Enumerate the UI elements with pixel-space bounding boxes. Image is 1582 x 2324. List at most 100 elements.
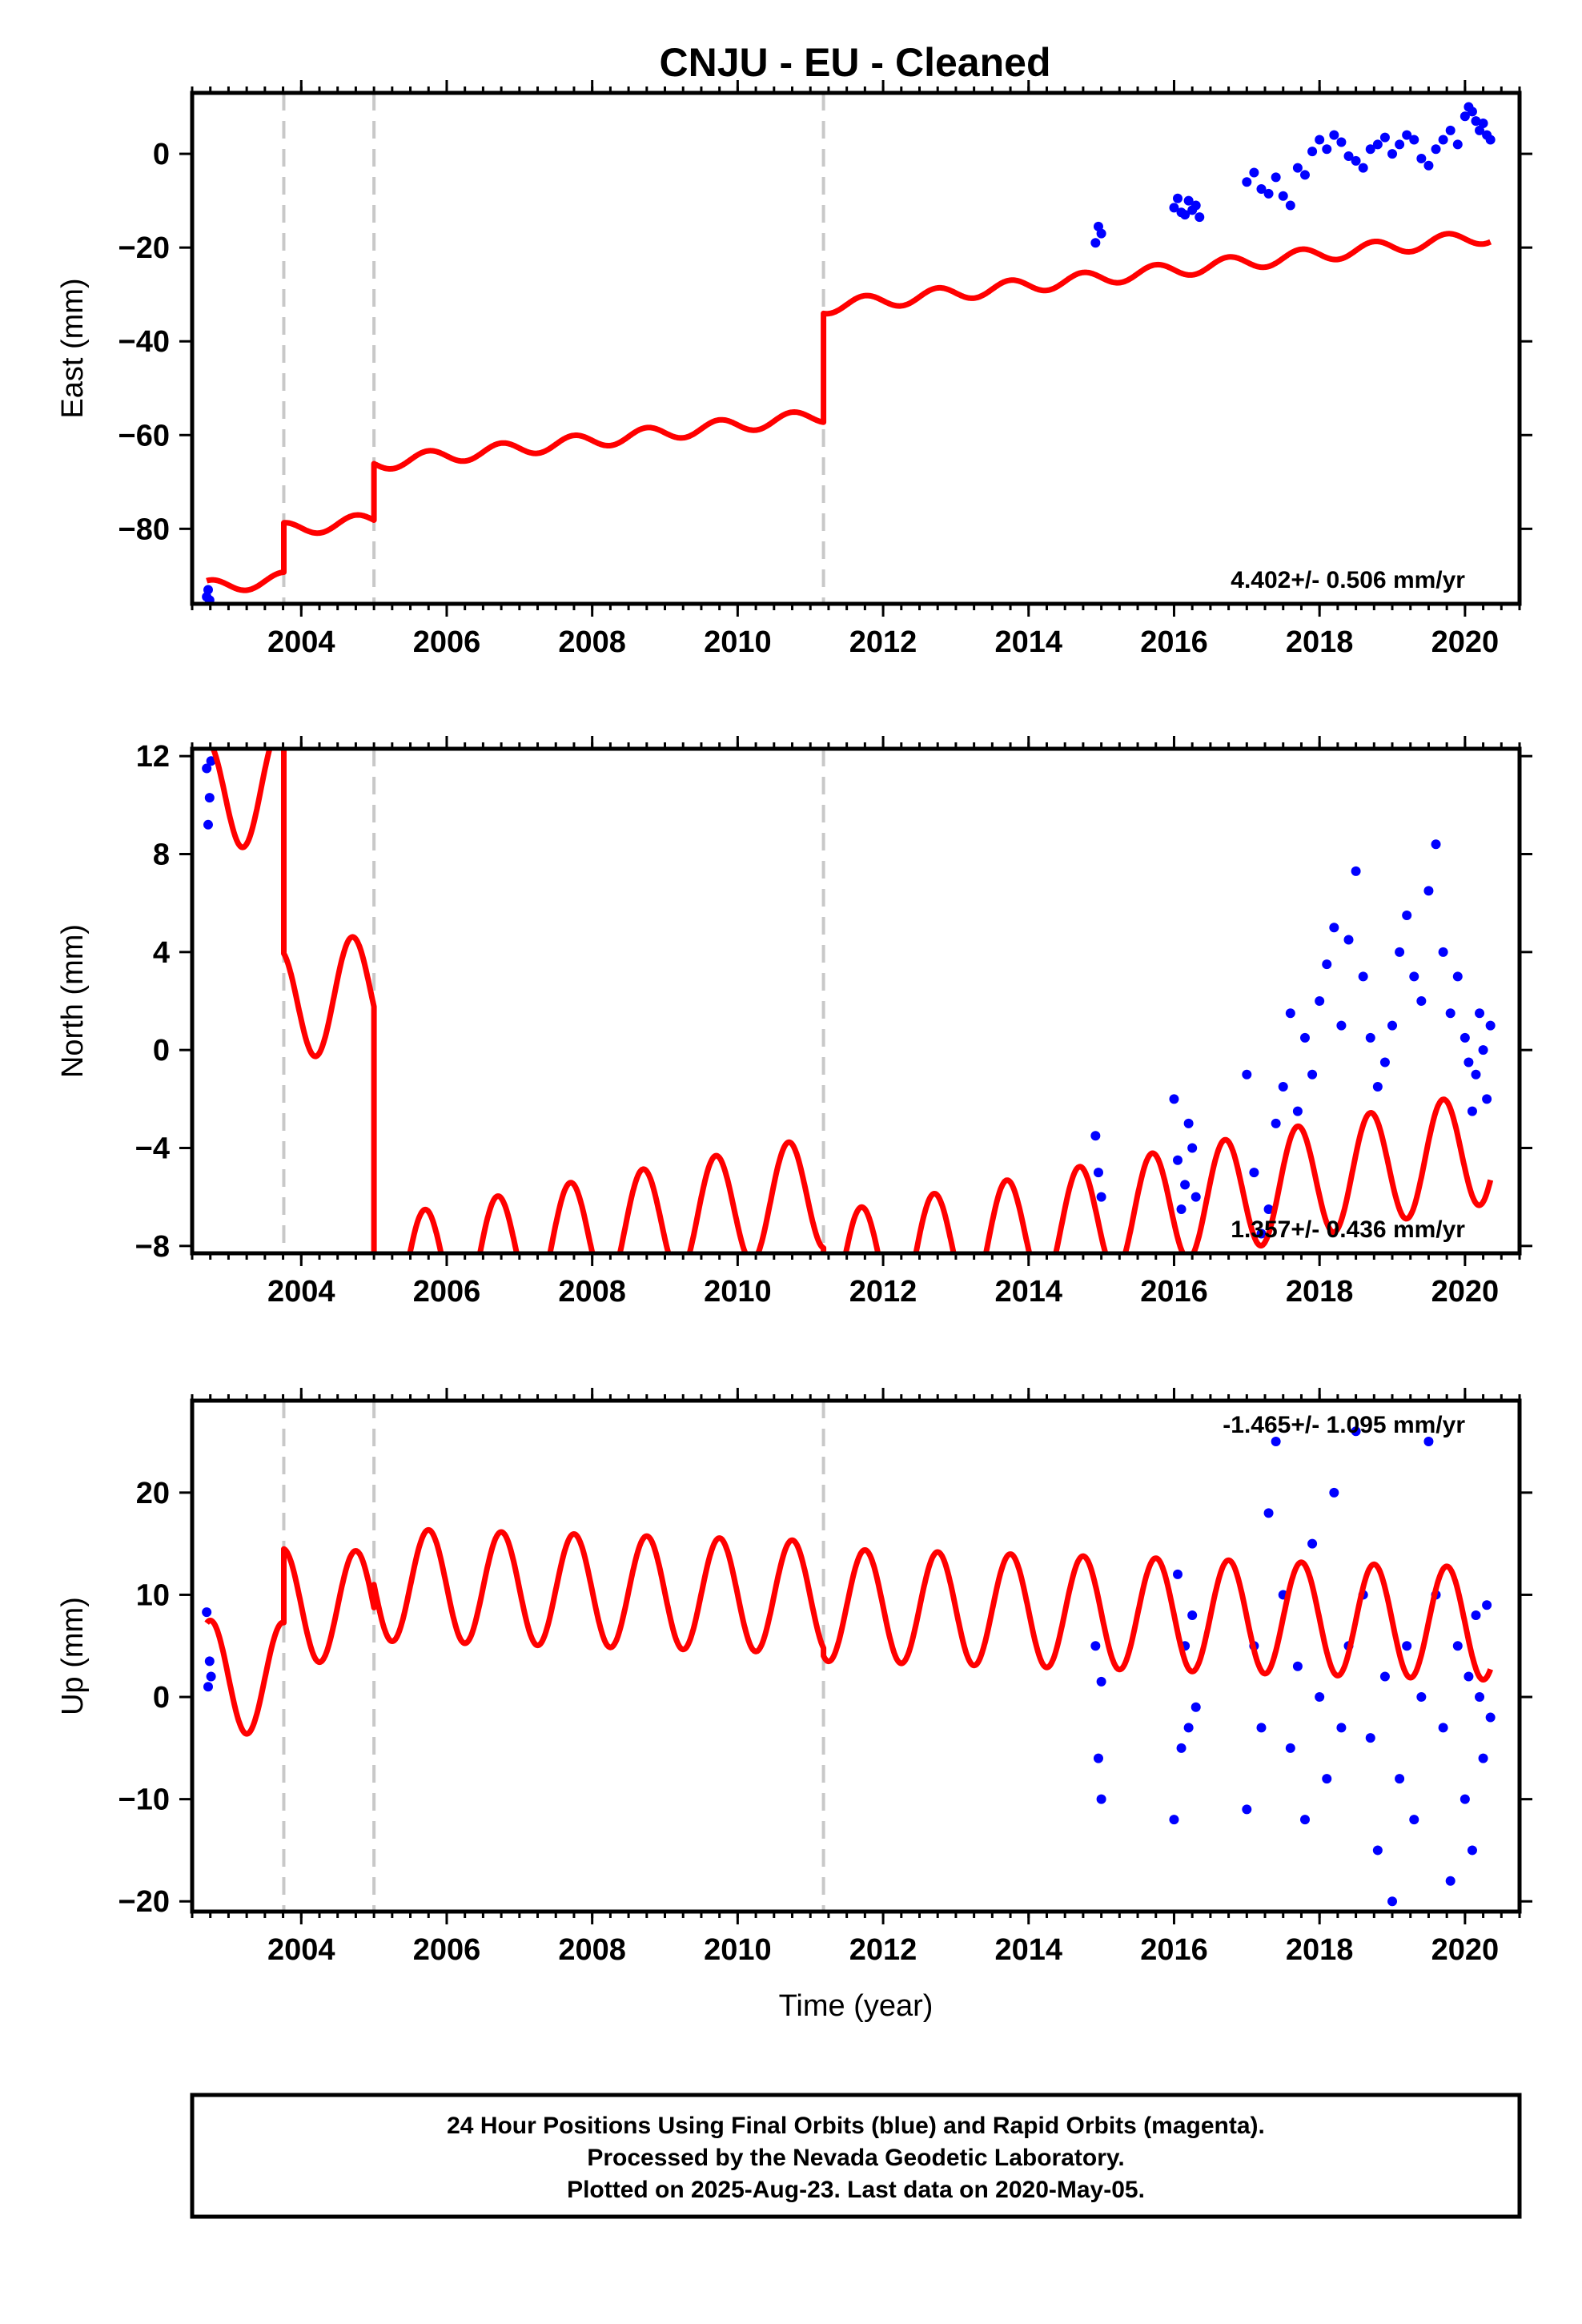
north-data-point-31 bbox=[1365, 1032, 1375, 1043]
up-data-point-34 bbox=[1379, 1671, 1390, 1682]
east-data-point-20 bbox=[1285, 200, 1295, 211]
north-data-point-48 bbox=[1475, 1008, 1485, 1019]
east-data-point-1 bbox=[203, 585, 213, 595]
east-data-point-12 bbox=[1191, 200, 1201, 211]
east-data-point-3 bbox=[1090, 238, 1101, 248]
east-plot-area bbox=[202, 93, 1496, 604]
up-data-point-22 bbox=[1292, 1661, 1303, 1671]
north-data-point-16 bbox=[1256, 1228, 1267, 1239]
north-data-point-40 bbox=[1431, 839, 1441, 850]
up-data-point-37 bbox=[1402, 1641, 1412, 1651]
east-x-tick-label-6: 2016 bbox=[1140, 625, 1208, 659]
up-data-point-9 bbox=[1173, 1569, 1183, 1579]
up-data-point-18 bbox=[1263, 1508, 1274, 1518]
up-model-line bbox=[204, 1526, 1493, 1737]
east-data-point-21 bbox=[1292, 163, 1303, 173]
up-frame bbox=[190, 1398, 1522, 1914]
up-data-point-44 bbox=[1452, 1641, 1463, 1651]
north-data-point-26 bbox=[1329, 923, 1339, 933]
up-data-point-39 bbox=[1416, 1692, 1427, 1703]
up-panel: 2004 2006 2008 2010 2012 2014 2016 2018 20202010… bbox=[56, 1388, 1532, 2023]
up-data-point-12 bbox=[1183, 1723, 1194, 1733]
east-data-point-23 bbox=[1307, 147, 1318, 157]
north-data-point-2 bbox=[204, 793, 215, 803]
north-data-point-45 bbox=[1464, 1057, 1474, 1068]
east-data-point-14 bbox=[1242, 177, 1252, 187]
north-x-tick-label-6: 2016 bbox=[1140, 1275, 1208, 1309]
north-data-point-44 bbox=[1460, 1032, 1470, 1043]
north-data-point-32 bbox=[1372, 1082, 1383, 1092]
north-data-point-6 bbox=[1096, 1192, 1106, 1202]
east-frame bbox=[190, 90, 1522, 606]
north-data-point-9 bbox=[1176, 1204, 1186, 1214]
north-data-point-3 bbox=[206, 756, 216, 766]
up-data-point-17 bbox=[1256, 1723, 1267, 1733]
east-data-point-35 bbox=[1395, 139, 1405, 150]
north-data-point-23 bbox=[1307, 1069, 1318, 1080]
up-data-point-43 bbox=[1445, 1876, 1456, 1886]
east-y-tick-label-4: −80 bbox=[118, 513, 170, 546]
north-data-point-18 bbox=[1271, 1118, 1281, 1128]
north-data-point-28 bbox=[1343, 935, 1354, 945]
north-data-point-25 bbox=[1322, 959, 1332, 970]
north-y-tick-label-4: −4 bbox=[135, 1132, 170, 1165]
footer-border bbox=[190, 2093, 1522, 2219]
up-data-point-0 bbox=[202, 1607, 212, 1618]
east-data-point-33 bbox=[1379, 132, 1390, 143]
east-x-tick-label-0: 2004 bbox=[267, 625, 335, 659]
east-rate-label: 4.402+/- 0.506 mm/yr bbox=[1231, 567, 1465, 593]
up-x-tick-label-8: 2020 bbox=[1431, 1933, 1500, 1967]
north-data-point-17 bbox=[1263, 1204, 1274, 1214]
north-x-tick-label-4: 2012 bbox=[849, 1275, 917, 1309]
east-data-point-7 bbox=[1173, 193, 1183, 203]
east-data-point-44 bbox=[1460, 111, 1470, 122]
north-frame bbox=[190, 746, 1522, 1256]
east-y-tick-label-1: −20 bbox=[118, 231, 170, 265]
up-data-point-7 bbox=[1096, 1676, 1106, 1687]
up-data-point-26 bbox=[1322, 1774, 1332, 1784]
up-x-tick-label-7: 2018 bbox=[1286, 1933, 1354, 1967]
up-data-point-49 bbox=[1475, 1692, 1485, 1703]
up-data-point-30 bbox=[1351, 1426, 1361, 1437]
north-data-point-1 bbox=[203, 819, 213, 830]
east-data-point-30 bbox=[1358, 163, 1368, 173]
north-x-tick-label-7: 2018 bbox=[1286, 1275, 1354, 1309]
up-data-point-35 bbox=[1387, 1896, 1398, 1907]
east-data-point-34 bbox=[1387, 149, 1398, 159]
north-data-point-0 bbox=[202, 763, 212, 774]
north-data-point-21 bbox=[1292, 1106, 1303, 1116]
east-x-tick-label-3: 2010 bbox=[704, 625, 772, 659]
east-data-point-26 bbox=[1329, 130, 1339, 140]
up-data-point-2 bbox=[204, 1656, 215, 1667]
north-data-point-35 bbox=[1395, 947, 1405, 957]
up-data-point-52 bbox=[1485, 1712, 1496, 1723]
east-data-point-37 bbox=[1409, 135, 1419, 145]
north-data-point-49 bbox=[1478, 1045, 1488, 1055]
north-data-point-36 bbox=[1402, 910, 1412, 920]
up-data-point-47 bbox=[1467, 1845, 1477, 1856]
north-y-tick-label-2: 4 bbox=[153, 936, 170, 970]
east-x-tick-label-5: 2014 bbox=[994, 625, 1062, 659]
up-x-tick-label-6: 2016 bbox=[1140, 1933, 1208, 1967]
up-x-tick-label-0: 2004 bbox=[267, 1933, 335, 1967]
north-data-point-20 bbox=[1285, 1008, 1295, 1019]
up-data-point-4 bbox=[1090, 1641, 1101, 1651]
north-rate-label: 1.357+/- 0.436 mm/yr bbox=[1231, 1216, 1465, 1243]
east-data-point-41 bbox=[1438, 135, 1448, 145]
east-data-point-36 bbox=[1402, 130, 1412, 140]
up-data-point-50 bbox=[1478, 1753, 1488, 1763]
north-data-point-43 bbox=[1452, 971, 1463, 982]
east-data-point-46 bbox=[1467, 107, 1477, 117]
up-data-point-36 bbox=[1395, 1774, 1405, 1784]
up-y-tick-label-0: 20 bbox=[136, 1477, 170, 1510]
north-data-point-46 bbox=[1467, 1106, 1477, 1116]
east-data-point-17 bbox=[1263, 188, 1274, 199]
north-data-point-33 bbox=[1379, 1057, 1390, 1068]
up-data-point-45 bbox=[1460, 1794, 1470, 1804]
up-y-tick-label-1: 10 bbox=[136, 1578, 170, 1612]
east-data-point-24 bbox=[1315, 135, 1325, 145]
north-y-tick-label-1: 8 bbox=[153, 838, 170, 872]
east-data-point-39 bbox=[1423, 160, 1434, 171]
up-x-tick-label-4: 2012 bbox=[849, 1933, 917, 1967]
north-data-point-41 bbox=[1438, 947, 1448, 957]
